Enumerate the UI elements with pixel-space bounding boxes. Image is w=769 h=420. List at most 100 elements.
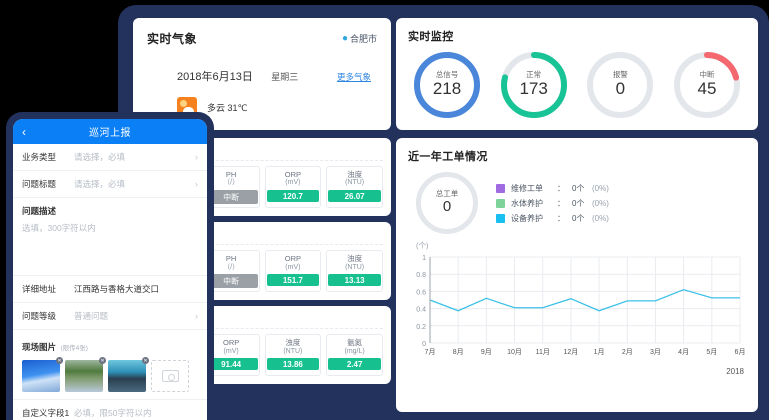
metric-cell: 浊度 (NTU) 13.13: [326, 250, 383, 293]
legend-colon: ：: [557, 198, 565, 208]
metric-name: 氨氮: [347, 338, 363, 348]
weather-body: 2018年6月13日 星期三 更多气象 多云 31℃: [147, 67, 377, 117]
svg-text:2月: 2月: [622, 348, 633, 356]
donut-正常: 正常 173: [500, 52, 567, 118]
svg-text:10月: 10月: [507, 348, 522, 356]
legend-item: 设备养护 ： 0个 (0%): [496, 213, 609, 224]
svg-text:0.8: 0.8: [416, 272, 426, 279]
metric-value: 中断: [204, 274, 258, 289]
form-rows-bottom: 详细地址 江西路与香格大道交口问题等级 普通问题 ›: [13, 276, 207, 330]
photo-thumbnails: ✕ ✕ ✕: [22, 357, 198, 392]
metric-value: 151.7: [266, 274, 320, 287]
metric-unit: (mV): [285, 263, 301, 271]
form-row-label: 自定义字段1: [22, 408, 70, 418]
svg-text:1: 1: [422, 255, 426, 262]
donut-value: 0: [615, 78, 626, 98]
mobile-app-overlay: ‹ 巡河上报 业务类型 请选择，必填 › 问题标题 请选择，必填 › 问题描述 选填，30…: [6, 112, 214, 420]
metric-name: ORP: [222, 338, 240, 348]
metric-unit: (NTU): [345, 263, 365, 271]
donut-总信号: 总信号 218: [414, 52, 480, 118]
donut-中断: 中断 45: [673, 52, 740, 118]
photos-header: 现场图片 (限传4张): [22, 337, 198, 355]
metric-unit: (NTU): [283, 347, 303, 355]
weather-weekday: 星期三: [271, 72, 299, 82]
donut-value: 45: [697, 78, 717, 98]
donut-name: 总信号: [435, 69, 459, 79]
metric-cell: 浊度 (NTU) 13.86: [264, 334, 322, 377]
more-weather-link[interactable]: 更多气象: [336, 72, 371, 82]
remove-photo-icon[interactable]: ✕: [142, 357, 149, 364]
river-railing-photo[interactable]: ✕: [22, 357, 63, 392]
metric-value: 120.7: [266, 190, 320, 203]
remove-photo-icon[interactable]: ✕: [99, 357, 106, 364]
photos-block: 现场图片 (限传4张) ✕ ✕ ✕: [13, 330, 207, 400]
donut-报警: 报警 0: [587, 52, 654, 118]
location-pin-icon: ●: [341, 32, 348, 44]
back-chevron-icon[interactable]: ‹: [22, 124, 26, 139]
legend-percent: (0%): [592, 198, 609, 208]
form-row-value: 必填，限50字符以内: [74, 408, 152, 418]
custom-field-row[interactable]: 自定义字段1 必填，限50字符以内: [13, 400, 207, 420]
legend-swatch-icon: [496, 198, 505, 208]
river-greenery-photo[interactable]: ✕: [65, 357, 106, 392]
donut-name: 中断: [699, 69, 715, 79]
form-row-value: 普通问题: [74, 311, 109, 321]
metric-unit: （/）: [223, 263, 240, 271]
svg-text:0.4: 0.4: [416, 307, 426, 314]
metric-cell: ORP (mV) 151.7: [264, 250, 322, 293]
chart-year-label: 2018: [726, 367, 744, 376]
donut-value: 0: [442, 198, 452, 216]
form-row[interactable]: 业务类型 请选择，必填 ›: [13, 144, 207, 171]
mobile-screen: ‹ 巡河上报 业务类型 请选择，必填 › 问题标题 请选择，必填 › 问题描述 选填，30…: [13, 119, 207, 420]
description-placeholder: 选填，300字符以内: [22, 223, 96, 233]
line-chart: 0 0.2 0.4 0.6 0.8 1 7月 8月 9月 10月 11月 12月 1月 2月 3月 4月 5月 6…: [416, 255, 745, 356]
city-selector[interactable]: ● 合肥市: [342, 32, 377, 45]
form-row-label: 问题标题: [22, 179, 57, 189]
metric-name: ORP: [284, 254, 301, 264]
legend-count: 0个: [572, 198, 585, 208]
svg-text:9月: 9月: [481, 348, 492, 356]
metric-value: 2.47: [328, 358, 381, 371]
form-row-label: 业务类型: [22, 152, 57, 162]
river-bridge-photo[interactable]: ✕: [108, 357, 149, 392]
form-row-value: 请选择，必填: [74, 152, 126, 162]
photos-label: 现场图片: [22, 342, 57, 352]
monitor-donut-group: 总信号 218 正常 173 报警 0 中断 45: [408, 52, 746, 118]
remove-photo-icon[interactable]: ✕: [56, 357, 63, 364]
metric-value: 13.13: [328, 274, 381, 287]
legend-percent: (0%): [592, 183, 609, 193]
realtime-monitor-card: 实时监控 总信号 218 正常 173 报警 0 中断 45: [396, 18, 758, 130]
chart-unit-label: (个): [416, 241, 429, 250]
description-textarea[interactable]: [22, 234, 198, 268]
legend-name: 维修工单: [511, 183, 543, 193]
svg-text:0.6: 0.6: [416, 289, 426, 296]
metric-unit: (mg/L): [344, 347, 365, 355]
weather-card: 实时气象 ● 合肥市 2018年6月13日 星期三 更多气象 多云 31℃: [133, 18, 391, 130]
weather-date: 2018年6月13日: [177, 71, 253, 83]
work-order-chart: (个) 0 0.2 0.4 0.6 0.8 1 7月 8月 9月 10月 11月 12月 1月 2月 3月 4…: [408, 240, 746, 376]
form-row[interactable]: 问题标题 请选择，必填 ›: [13, 171, 207, 198]
legend-count: 0个: [572, 213, 585, 223]
legend-count: 0个: [572, 183, 585, 193]
description-block[interactable]: 问题描述 选填，300字符以内: [13, 198, 207, 276]
form-row[interactable]: 详细地址 江西路与香格大道交口: [13, 276, 207, 303]
legend-swatch-icon: [496, 183, 505, 193]
metric-unit: (mV): [223, 347, 239, 355]
form-rows-top: 业务类型 请选择，必填 › 问题标题 请选择，必填 ›: [13, 144, 207, 198]
form-row-label: 详细地址: [22, 284, 57, 294]
form-row-value: 江西路与香格大道交口: [74, 284, 160, 294]
form-row[interactable]: 问题等级 普通问题 ›: [13, 303, 207, 330]
legend-colon: ：: [557, 183, 565, 193]
monitor-title: 实时监控: [408, 31, 454, 43]
metric-cell: 浊度 (NTU) 26.07: [326, 166, 383, 209]
legend-name: 水体养护: [511, 198, 543, 208]
work-order-summary: 总工单 0 维修工单 ： 0个 (0%) 水体养护 ： 0个 (0%) 设备养护 ： 0个 (0%): [408, 172, 746, 234]
metric-value: 91.44: [204, 358, 258, 371]
weather-date-group: 2018年6月13日 星期三: [177, 67, 298, 85]
weather-title: 实时气象: [147, 32, 198, 46]
add-photo-button[interactable]: [151, 360, 189, 392]
legend-item: 水体养护 ： 0个 (0%): [496, 198, 609, 209]
svg-text:11月: 11月: [536, 348, 550, 356]
